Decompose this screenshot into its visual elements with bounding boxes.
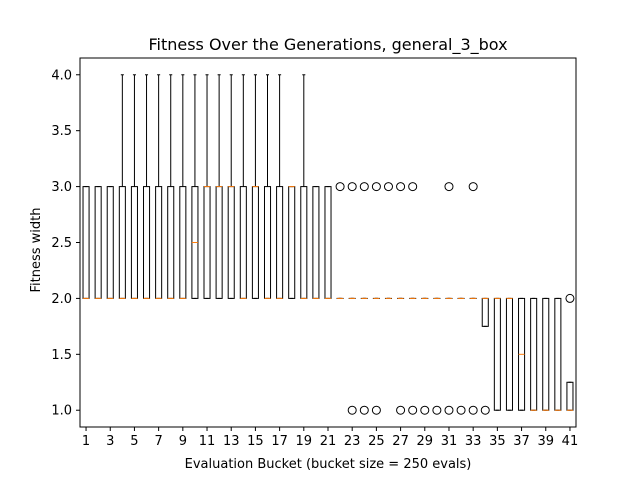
y-tick-label-1: 1.5 xyxy=(51,348,72,363)
x-axis: 1 3 5 7 9 11 13 15 17 19 21 23 25 27 29 31 33 35 37 39 41 xyxy=(82,427,578,449)
box-7 xyxy=(155,74,163,299)
x-tick-label-35: 35 xyxy=(489,434,506,449)
flier-24-0 xyxy=(359,405,369,415)
box-30 xyxy=(432,297,442,415)
box-22 xyxy=(335,182,345,299)
x-tick-label-23: 23 xyxy=(344,434,361,449)
x-tick-label-9: 9 xyxy=(179,434,187,449)
box-12 xyxy=(215,74,223,299)
flier-33-0 xyxy=(468,405,478,415)
flier-29-0 xyxy=(420,405,430,415)
x-tick-label-39: 39 xyxy=(537,434,554,449)
x-tick-label-17: 17 xyxy=(271,434,288,449)
flier-31-1 xyxy=(444,182,454,192)
flier-33-1 xyxy=(468,182,478,192)
box-14 xyxy=(239,74,247,299)
y-axis: 1.0 1.5 2.0 2.5 3.0 3.5 4.0 xyxy=(51,68,80,419)
box-1 xyxy=(82,186,90,299)
box-20 xyxy=(312,186,320,299)
box-24 xyxy=(359,182,369,415)
y-tick-label-4: 3.0 xyxy=(51,180,72,195)
flier-41-0 xyxy=(565,293,575,303)
y-tick-label-6: 4.0 xyxy=(51,68,72,83)
box-19 xyxy=(300,74,308,299)
box-26 xyxy=(383,182,393,299)
box-5 xyxy=(130,74,138,299)
box-4 xyxy=(118,74,126,299)
box-39 xyxy=(542,297,550,411)
box-32 xyxy=(456,297,466,415)
x-tick-label-7: 7 xyxy=(154,434,162,449)
box-11 xyxy=(203,74,211,299)
flier-24-1 xyxy=(359,182,369,192)
box-36 xyxy=(505,297,513,411)
box-21 xyxy=(324,186,332,299)
box-27 xyxy=(396,182,406,415)
x-tick-label-21: 21 xyxy=(320,434,337,449)
flier-23-0 xyxy=(347,405,357,415)
x-tick-label-27: 27 xyxy=(392,434,409,449)
flier-32-0 xyxy=(456,405,466,415)
y-tick-label-5: 3.5 xyxy=(51,124,72,139)
box-13 xyxy=(227,74,235,299)
x-tick-label-3: 3 xyxy=(106,434,114,449)
flier-28-0 xyxy=(408,405,418,415)
box-31 xyxy=(444,182,454,415)
box-28 xyxy=(408,182,418,415)
flier-31-0 xyxy=(444,405,454,415)
y-tick-label-2: 2.0 xyxy=(51,292,72,307)
box-18 xyxy=(288,186,296,299)
flier-25-1 xyxy=(371,182,381,192)
flier-28-1 xyxy=(408,182,418,192)
box-37 xyxy=(518,297,526,411)
box-23 xyxy=(347,182,357,415)
y-tick-label-0: 1.0 xyxy=(51,404,72,419)
box-40 xyxy=(554,297,562,411)
chart-title: Fitness Over the Generations, general_3_… xyxy=(148,35,507,55)
x-tick-label-11: 11 xyxy=(199,434,216,449)
x-axis-label: Evaluation Bucket (bucket size = 250 eva… xyxy=(185,457,472,472)
box-35 xyxy=(493,297,501,411)
flier-27-1 xyxy=(396,182,406,192)
flier-26-0 xyxy=(383,182,393,192)
x-tick-label-37: 37 xyxy=(513,434,530,449)
x-tick-label-41: 41 xyxy=(562,434,579,449)
x-tick-label-33: 33 xyxy=(465,434,482,449)
box-16 xyxy=(263,74,272,299)
box-8 xyxy=(167,74,175,299)
x-tick-label-29: 29 xyxy=(417,434,434,449)
flier-30-0 xyxy=(432,405,442,415)
box-6 xyxy=(143,74,151,299)
box-9 xyxy=(179,74,187,299)
box-34 xyxy=(480,297,490,415)
x-tick-label-19: 19 xyxy=(296,434,313,449)
x-tick-label-13: 13 xyxy=(223,434,240,449)
y-axis-label: Fitness width xyxy=(29,208,44,293)
x-tick-label-31: 31 xyxy=(441,434,458,449)
box-33 xyxy=(468,182,478,415)
box-38 xyxy=(530,297,538,411)
flier-23-1 xyxy=(347,182,357,192)
box-29 xyxy=(420,297,430,415)
flier-25-0 xyxy=(371,405,381,415)
x-tick-label-25: 25 xyxy=(368,434,385,449)
box-41 xyxy=(565,293,575,411)
box-15 xyxy=(251,74,259,299)
x-tick-label-15: 15 xyxy=(247,434,264,449)
flier-27-0 xyxy=(396,405,406,415)
box-17 xyxy=(276,74,284,299)
box-2 xyxy=(94,186,102,299)
box-3 xyxy=(106,186,114,299)
plot-area xyxy=(82,74,575,415)
y-tick-label-3: 2.5 xyxy=(51,236,72,251)
x-tick-label-5: 5 xyxy=(130,434,138,449)
box-10 xyxy=(191,74,199,299)
flier-34-0 xyxy=(480,405,490,415)
flier-22-0 xyxy=(335,182,345,192)
box-25 xyxy=(371,182,381,415)
x-tick-label-1: 1 xyxy=(82,434,90,449)
